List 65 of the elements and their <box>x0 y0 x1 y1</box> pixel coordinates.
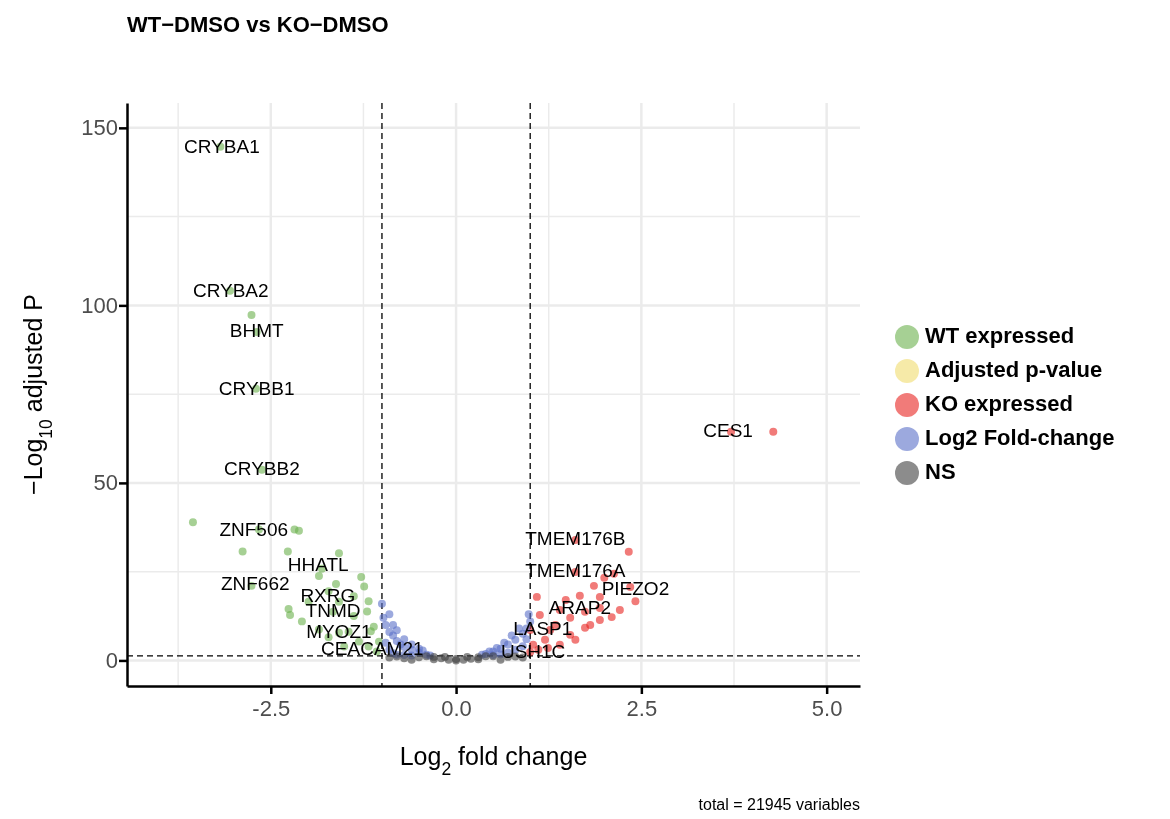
annotation: ZNF662 <box>220 572 290 594</box>
legend-label: Log2 Fold-change <box>925 424 1115 450</box>
point <box>357 573 366 581</box>
point <box>334 549 343 558</box>
x-tick-label: 2.5 <box>626 695 658 721</box>
point <box>571 635 580 644</box>
point <box>535 611 544 619</box>
point <box>379 613 388 622</box>
point <box>607 613 616 622</box>
y-tick-label: 150 <box>81 115 118 141</box>
point <box>581 623 590 632</box>
point <box>332 580 340 589</box>
point <box>631 597 640 606</box>
legend-label: Adjusted p-value <box>925 356 1103 382</box>
point <box>532 592 541 601</box>
point <box>507 631 516 640</box>
point <box>286 611 295 619</box>
point <box>595 592 604 601</box>
annotation: HHATL <box>287 554 349 576</box>
annotation: ARAP2 <box>548 596 611 618</box>
annotation: TMEM176B <box>525 528 626 550</box>
x-tick-label: 0.0 <box>441 695 472 721</box>
point <box>294 526 303 535</box>
legend-label: KO expressed <box>925 390 1073 416</box>
annotation: CRYBA2 <box>192 279 269 301</box>
annotation: CRYBA1 <box>184 136 260 158</box>
point <box>377 599 386 608</box>
text: total = 21945 variables <box>698 796 860 813</box>
point <box>595 615 604 624</box>
annotation: LASP1 <box>513 617 573 639</box>
chart-title: WT−DMSO vs KO−DMSO <box>127 12 389 37</box>
point <box>364 597 373 606</box>
point <box>389 620 398 629</box>
x-axis-title: Log$_{2}$ fold change <box>399 742 588 779</box>
x-tick-label: -2.5 <box>252 695 291 721</box>
annotation: CRYBB1 <box>218 377 295 399</box>
point <box>188 518 197 527</box>
point <box>385 610 394 619</box>
legend-label: WT expressed <box>925 322 1075 348</box>
annotation: ZNF506 <box>219 518 289 540</box>
point <box>247 310 256 319</box>
point <box>615 606 624 614</box>
point <box>492 644 501 652</box>
y-tick-label: 0 <box>105 647 118 673</box>
point <box>624 547 633 556</box>
point <box>238 547 247 556</box>
annotation: CES1 <box>703 419 753 441</box>
annotation: BHMT <box>229 320 285 342</box>
point <box>524 610 533 619</box>
point <box>392 626 401 635</box>
point <box>314 571 323 580</box>
point <box>283 547 292 556</box>
point <box>407 655 416 664</box>
point <box>297 617 306 626</box>
point <box>575 591 584 600</box>
point <box>363 607 372 616</box>
y-tick-label: 100 <box>81 292 118 318</box>
point <box>381 620 390 629</box>
y-tick-label: 50 <box>93 470 118 496</box>
x-tick-label: 5.0 <box>811 695 843 721</box>
point <box>589 581 598 590</box>
legend-label: NS <box>925 458 956 484</box>
annotation: CRYBB2 <box>224 457 300 479</box>
point <box>769 427 778 436</box>
point <box>360 582 369 591</box>
